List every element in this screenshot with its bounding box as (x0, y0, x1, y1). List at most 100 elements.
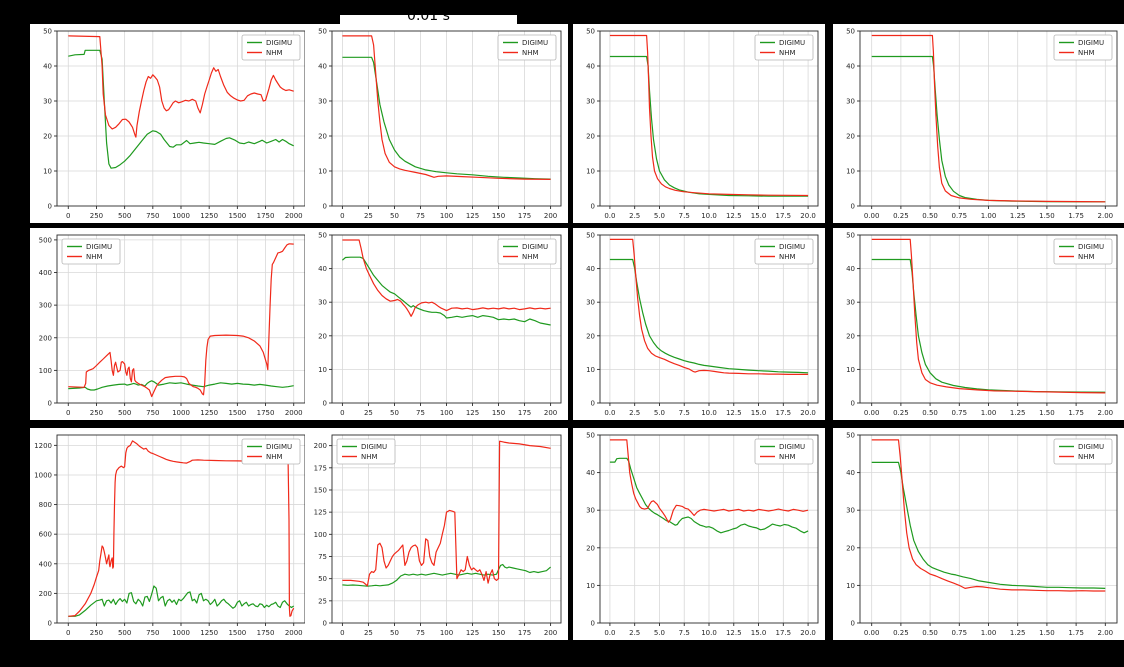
x-tick-label: 0.0 (604, 629, 615, 637)
x-tick-label: 17.5 (776, 629, 792, 637)
x-tick-label: 1250 (200, 409, 218, 417)
series-nhm-line (342, 440, 551, 587)
y-tick-label: 100 (39, 367, 52, 375)
plot-svg-r1c3: 0.0 2.5 5.0 7.5 10.0 12.5 15.0 17.5 20.0 0 10 20 30 4… (573, 24, 825, 223)
x-tick-label: 0.00 (864, 212, 880, 220)
series-digimu-line (609, 258, 809, 374)
x-tick-label: 250 (90, 212, 103, 220)
x-tick-label: 1750 (257, 629, 275, 637)
y-tick-label: 175 (314, 464, 327, 472)
series-nhm-line (871, 439, 1106, 592)
y-tick-label: 0 (323, 400, 327, 408)
x-tick-label: 2.5 (629, 212, 640, 220)
y-tick-label: 50 (846, 28, 855, 36)
plot-r3c1: 0 250 500 750 1000 1250 1500 1750 2000 0 200 400 600… (30, 428, 312, 640)
x-tick-label: 500 (118, 212, 131, 220)
series-nhm-line (68, 35, 294, 138)
x-tick-label: 175 (518, 629, 531, 637)
legend-label-digimu: DIGIMU (266, 443, 292, 451)
x-tick-label: 1.25 (1010, 212, 1026, 220)
plot-r3c4: 0.00 0.25 0.50 0.75 1.00 1.25 1.50 1.75 2.00 0 10 2… (833, 428, 1124, 640)
y-tick-label: 40 (318, 63, 327, 71)
y-tick-label: 500 (39, 236, 52, 244)
y-tick-label: 30 (846, 98, 855, 106)
x-tick-label: 75 (416, 212, 425, 220)
y-tick-label: 20 (846, 133, 855, 141)
y-tick-label: 30 (586, 507, 595, 515)
x-tick-label: 1750 (257, 409, 275, 417)
x-tick-label: 1.00 (981, 409, 997, 417)
y-tick-label: 30 (846, 299, 855, 307)
y-tick-label: 50 (318, 232, 327, 240)
x-tick-label: 7.5 (679, 629, 690, 637)
x-tick-label: 0.25 (893, 212, 909, 220)
plot-svg-r1c1: 0 250 500 750 1000 1250 1500 1750 2000 0 10 20 30 40 5… (30, 24, 312, 223)
y-tick-label: 30 (318, 299, 327, 307)
legend-r2c4: DIGIMU NHM (1053, 238, 1113, 265)
x-tick-label: 1.25 (1010, 409, 1026, 417)
legend-label-digimu: DIGIMU (779, 39, 805, 47)
y-tick-label: 40 (846, 63, 855, 71)
plot-r1c3: 0.0 2.5 5.0 7.5 10.0 12.5 15.0 17.5 20.0 0 10 20 30 4… (573, 24, 825, 223)
x-tick-label: 0 (66, 212, 70, 220)
x-tick-label: 150 (492, 629, 505, 637)
x-tick-label: 500 (118, 629, 131, 637)
series-digimu-line (342, 256, 551, 326)
x-tick-label: 1.75 (1068, 409, 1084, 417)
series-nhm-line (871, 238, 1106, 394)
x-tick-label: 1250 (200, 212, 218, 220)
series-nhm-line (342, 239, 551, 317)
legend-r3c2: DIGIMU NHM (336, 438, 396, 465)
legend-label-digimu: DIGIMU (522, 39, 548, 47)
plot-svg-r3c2: 0 25 50 75 100 125 150 175 200 0 25 50 75 100 125 150 17… (305, 428, 568, 640)
y-tick-label: 100 (314, 531, 327, 539)
x-tick-label: 150 (492, 409, 505, 417)
x-tick-label: 1000 (172, 212, 190, 220)
x-tick-label: 0.50 (922, 212, 938, 220)
y-tick-label: 50 (318, 575, 327, 583)
legend-label-digimu: DIGIMU (522, 243, 548, 251)
legend-label-nhm: NHM (522, 49, 539, 57)
x-tick-label: 2000 (285, 629, 303, 637)
y-tick-label: 1000 (34, 471, 52, 479)
y-tick-label: 30 (43, 98, 52, 106)
series-nhm-line (68, 440, 295, 617)
legend-label-digimu: DIGIMU (86, 243, 112, 251)
legend-label-nhm: NHM (522, 253, 539, 261)
x-tick-label: 1.50 (1039, 629, 1055, 637)
legend-label-digimu: DIGIMU (361, 443, 387, 451)
x-tick-label: 2.00 (1098, 629, 1114, 637)
x-tick-label: 20.0 (800, 212, 816, 220)
x-tick-label: 50 (390, 409, 399, 417)
x-tick-label: 175 (518, 409, 531, 417)
legend-r1c3: DIGIMU NHM (754, 34, 814, 61)
plot-r2c2: 0 25 50 75 100 125 150 175 200 0 10 20 30 40 50 DIGIMU N… (305, 228, 568, 420)
x-tick-label: 0 (340, 409, 344, 417)
legend-label-digimu: DIGIMU (779, 443, 805, 451)
x-tick-label: 1250 (200, 629, 218, 637)
legend-r2c1: DIGIMU NHM (61, 238, 121, 265)
series-nhm-line (871, 34, 1106, 203)
y-tick-label: 30 (586, 98, 595, 106)
x-tick-label: 1.25 (1010, 629, 1026, 637)
y-tick-label: 50 (586, 232, 595, 240)
y-tick-label: 20 (846, 544, 855, 552)
legend-label-nhm: NHM (1078, 49, 1095, 57)
series-nhm-line (342, 35, 551, 180)
x-tick-label: 125 (466, 629, 479, 637)
x-tick-label: 100 (440, 629, 453, 637)
x-tick-label: 7.5 (679, 212, 690, 220)
x-tick-label: 10.0 (701, 409, 717, 417)
legend-r1c1: DIGIMU NHM (241, 34, 301, 61)
x-tick-label: 12.5 (726, 212, 742, 220)
legend-label-digimu: DIGIMU (1078, 243, 1104, 251)
legend-r1c4: DIGIMU NHM (1053, 34, 1113, 61)
x-tick-label: 250 (90, 629, 103, 637)
x-tick-label: 0.50 (922, 629, 938, 637)
legend-r2c2: DIGIMU NHM (497, 238, 557, 265)
legend-label-digimu: DIGIMU (1078, 39, 1104, 47)
y-tick-label: 50 (846, 432, 855, 440)
y-tick-label: 40 (43, 63, 52, 71)
x-tick-label: 1000 (172, 629, 190, 637)
plot-svg-r2c3: 0.0 2.5 5.0 7.5 10.0 12.5 15.0 17.5 20.0 0 10 20 30 4… (573, 228, 825, 420)
